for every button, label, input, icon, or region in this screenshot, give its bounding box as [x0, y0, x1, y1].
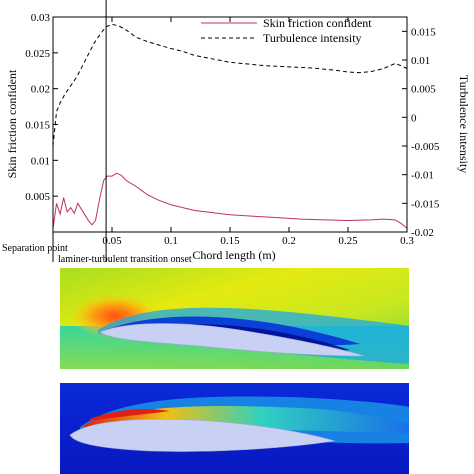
- turbulence-contour-panel: [60, 383, 409, 474]
- turbulence-peak: [90, 409, 170, 421]
- y-right-tick-label: 0.01: [411, 55, 430, 67]
- airfoil-shape: [99, 323, 366, 357]
- x-tick-label: 0.15: [220, 235, 240, 247]
- x-tick-label: 0.2: [282, 235, 296, 247]
- x-axis-label: Chord length (m): [192, 248, 275, 262]
- y-left-tick-label: 0.015: [25, 120, 50, 132]
- y-left-tick-label: 0.03: [31, 12, 51, 24]
- y-right-tick-label: -0.01: [411, 170, 434, 182]
- annotation-transition-onset: laminer-turbulent transition onset: [58, 254, 192, 265]
- series-line-turbulence-intensity: [52, 23, 408, 147]
- velocity-contour-panel: [60, 268, 409, 369]
- y-right-tick-label: 0: [411, 112, 417, 124]
- x-tick-label: 0.1: [164, 235, 178, 247]
- annotation-separation-point: Separation point: [2, 243, 68, 254]
- y-right-tick-label: 0.015: [411, 26, 436, 38]
- y-left-tick-label: 0.005: [25, 191, 50, 203]
- y-left-tick-label: 0.025: [25, 48, 50, 60]
- x-tick-label: 0.3: [400, 235, 414, 247]
- series-line-skin-friction: [52, 172, 408, 229]
- x-tick-label: 0.05: [102, 235, 122, 247]
- plot-frame: [52, 16, 408, 233]
- y-axis-label-left: Skin friction confident: [5, 69, 19, 178]
- x-tick-label: 0.25: [338, 235, 358, 247]
- y-right-tick-label: -0.015: [411, 198, 440, 210]
- airfoil-shape-lower: [69, 418, 336, 452]
- legend: Skin friction confident Turbulence inten…: [201, 16, 372, 45]
- y-left-tick-label: 0.02: [31, 84, 50, 96]
- legend-label-skin-friction: Skin friction confident: [263, 16, 372, 30]
- y-left-tick-label: 0.01: [31, 155, 50, 167]
- legend-label-turbulence: Turbulence intensity: [263, 31, 362, 45]
- y-right-tick-label: -0.02: [411, 227, 434, 239]
- y-right-tick-label: -0.005: [411, 141, 440, 153]
- y-axis-label-right: Turbulence intensity: [457, 75, 471, 174]
- y-right-tick-label: 0.005: [411, 84, 436, 96]
- line-chart: 0.05 0.1 0.15 0.2 0.25 0.3 0.005 0.01 0.015 0.02 0…: [2, 0, 471, 265]
